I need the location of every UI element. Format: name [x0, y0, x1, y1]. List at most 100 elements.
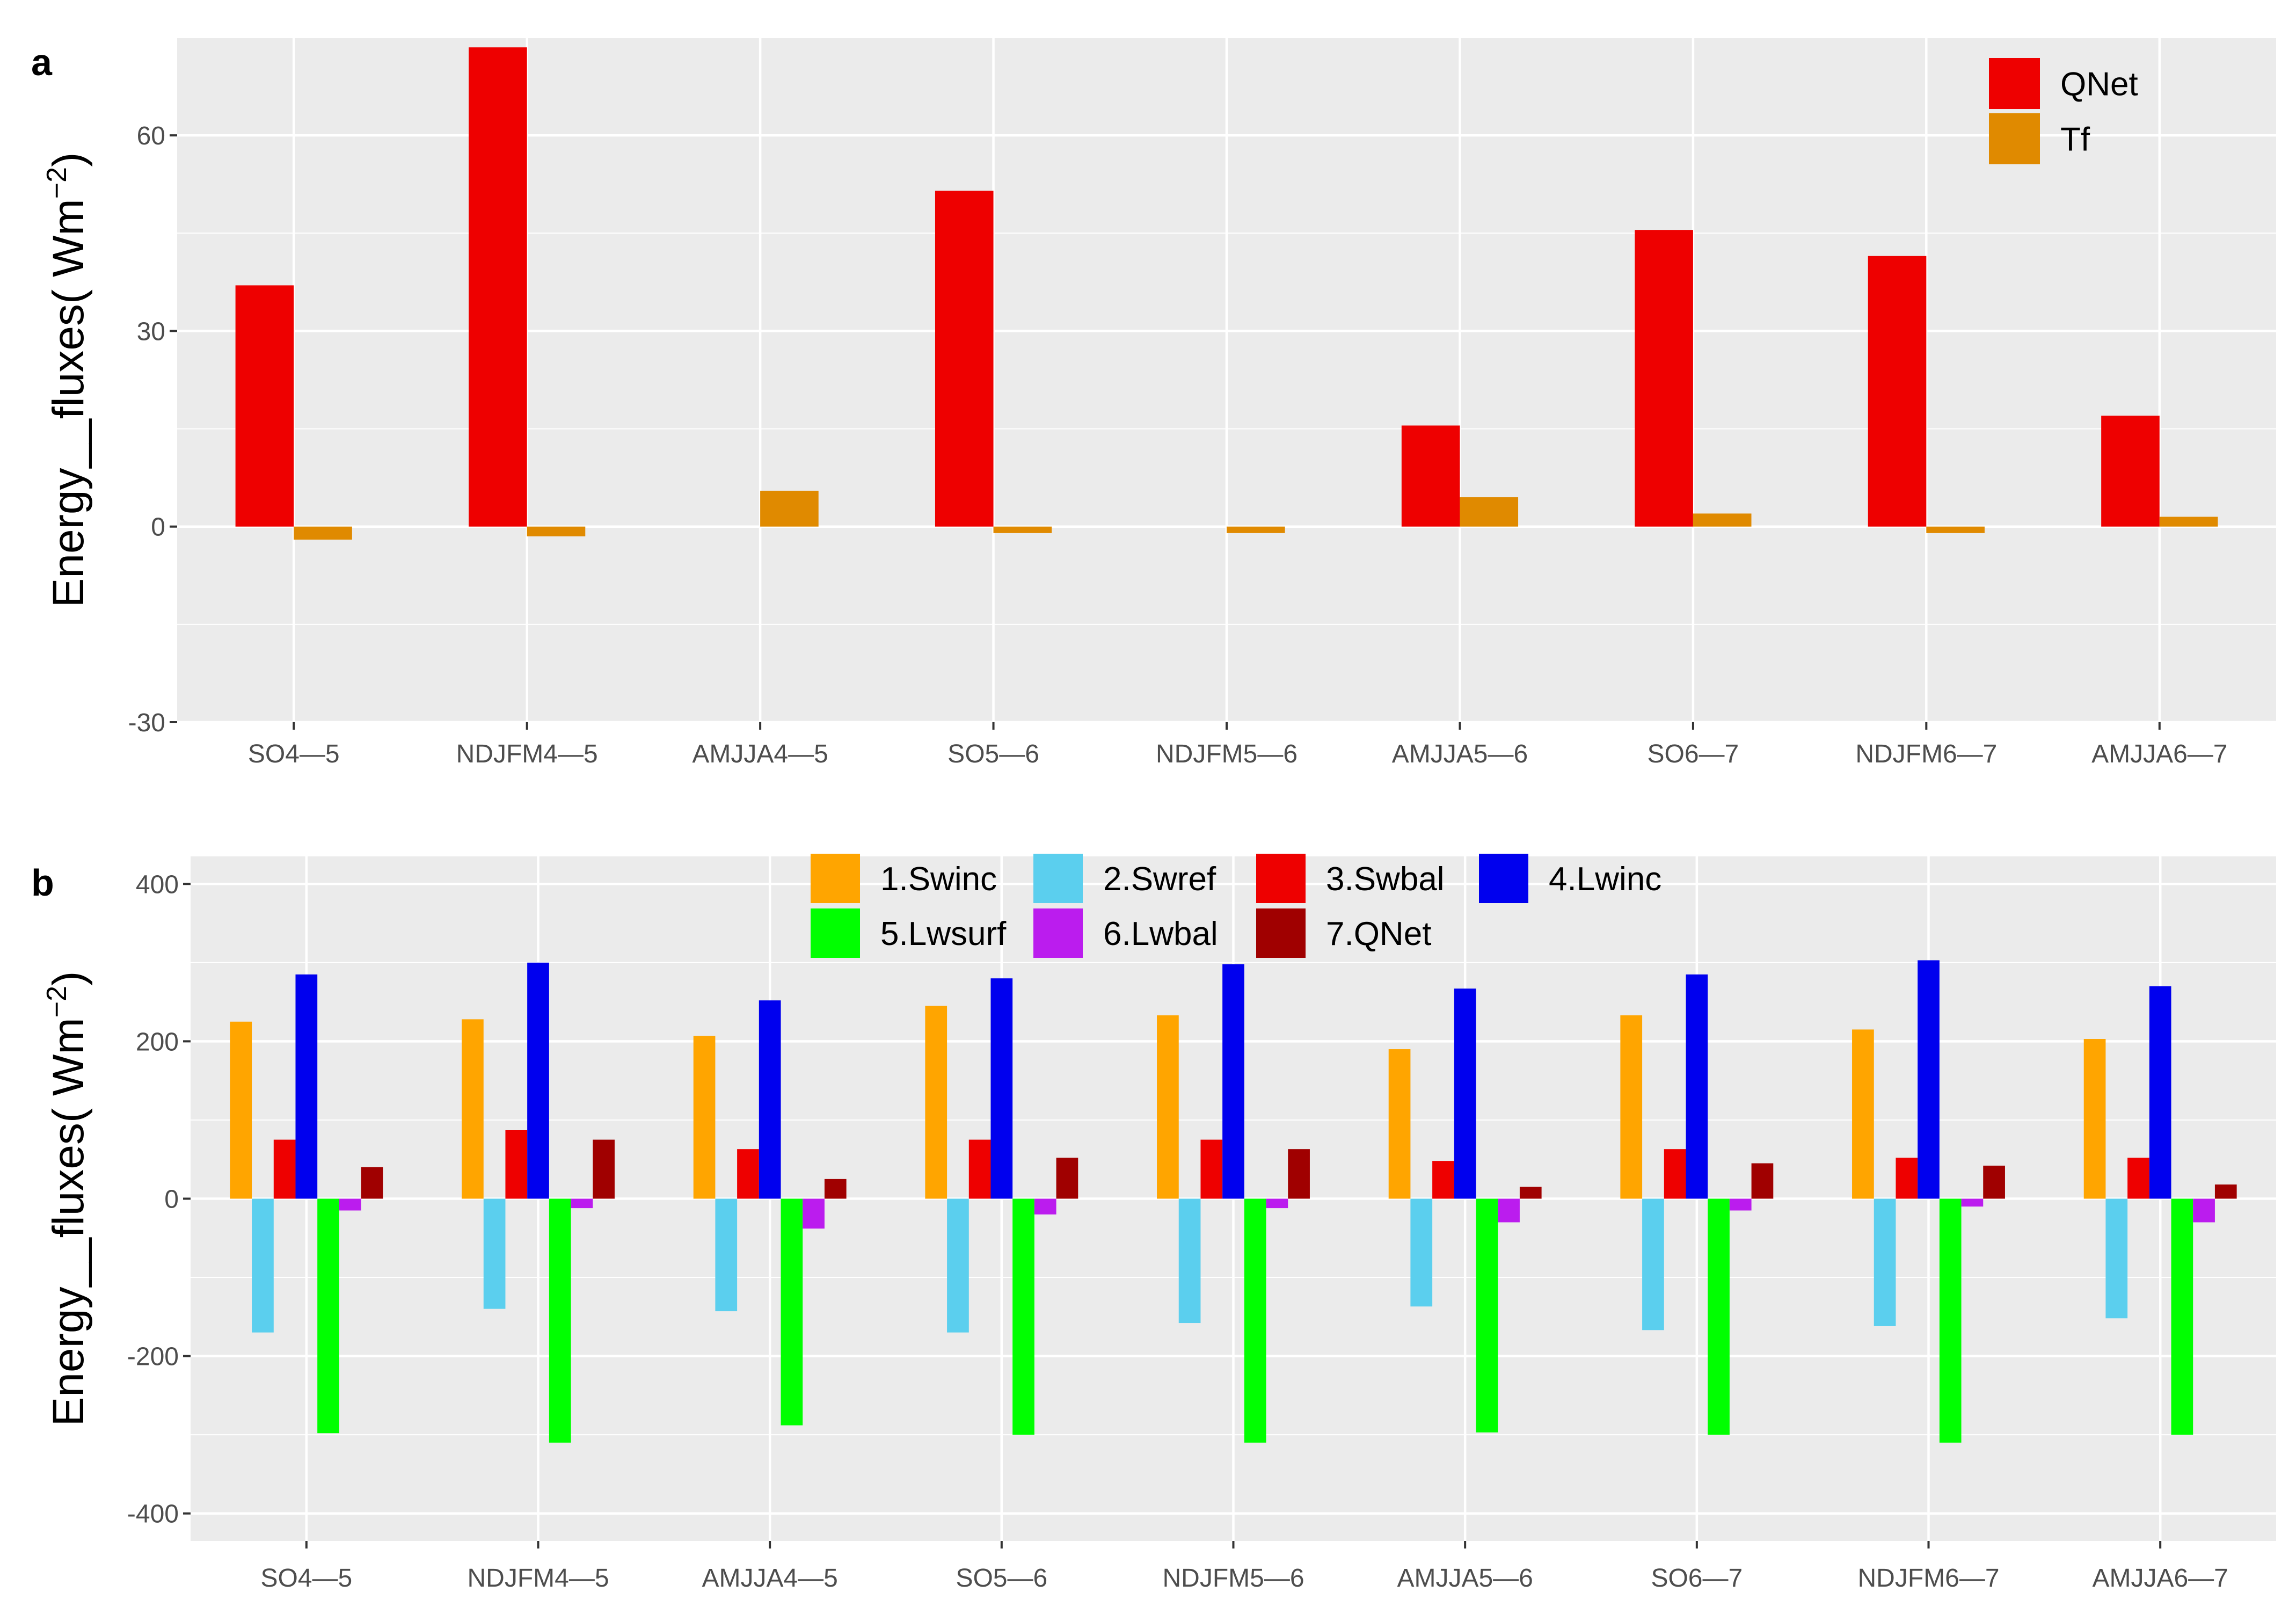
x-tick-label: NDJFM4—5	[456, 740, 598, 768]
bar-3-swbal	[968, 1139, 991, 1199]
bar-1-swinc	[1157, 1015, 1179, 1199]
bar-qnet	[1635, 230, 1693, 527]
legend-swatch	[811, 854, 860, 903]
bar-7-qnet	[824, 1179, 847, 1199]
y-axis-title-exponent: −2	[41, 986, 72, 1017]
x-tick-label: SO4—5	[260, 1564, 352, 1593]
bar-tf	[2159, 517, 2218, 527]
bar-2-swref	[2105, 1198, 2128, 1319]
y-axis-title-main: Energy__fluxes( Wm	[44, 1017, 93, 1426]
y-axis-title-close: )	[44, 971, 93, 986]
y-tick-label: 0	[151, 513, 165, 542]
x-tick-label: NDJFM6—7	[1857, 1564, 1999, 1593]
bar-4-lwinc	[990, 978, 1013, 1199]
y-tick-label: -200	[127, 1343, 179, 1371]
y-tick-label: 0	[164, 1186, 179, 1214]
bar-2-swref	[1642, 1198, 1664, 1331]
x-tick-label: NDJFM5—6	[1156, 740, 1298, 768]
bar-tf	[1693, 513, 1752, 527]
y-tick-label: 200	[136, 1028, 179, 1056]
bar-7-qnet	[1751, 1163, 1774, 1199]
bar-5-lwsurf	[2171, 1198, 2193, 1435]
bar-2-swref	[252, 1198, 274, 1333]
bar-tf	[993, 526, 1052, 533]
bar-4-lwinc	[295, 974, 318, 1199]
bar-4-lwinc	[1222, 964, 1244, 1199]
bar-6-lwbal	[571, 1198, 593, 1209]
bar-5-lwsurf	[1708, 1198, 1730, 1435]
x-tick-label: AMJJA5—6	[1392, 740, 1528, 768]
bar-7-qnet	[361, 1167, 383, 1199]
bar-3-swbal	[1432, 1161, 1454, 1199]
y-axis-title: Energy__fluxes( Wm−2)	[41, 971, 93, 1427]
bar-6-lwbal	[1961, 1198, 1984, 1207]
x-tick-label: NDJFM6—7	[1855, 740, 1997, 768]
legend-swatch	[811, 908, 860, 958]
legend-label: Tf	[2060, 121, 2090, 158]
legend-swatch	[1256, 908, 1306, 958]
bar-qnet	[935, 191, 994, 527]
bar-1-swinc	[462, 1019, 484, 1199]
bar-6-lwbal	[1266, 1198, 1288, 1209]
bar-tf	[294, 526, 352, 540]
bar-qnet	[2101, 416, 2160, 527]
legend-label: 5.Lwsurf	[880, 915, 1007, 953]
x-tick-label: AMJJA6—7	[2091, 740, 2227, 768]
bar-tf	[527, 526, 586, 536]
bar-qnet	[1868, 256, 1927, 527]
bar-7-qnet	[1056, 1158, 1078, 1199]
bar-3-swbal	[737, 1149, 759, 1199]
bar-2-swref	[715, 1198, 738, 1312]
bar-7-qnet	[1519, 1187, 1542, 1199]
x-tick-label: AMJJA6—7	[2092, 1564, 2228, 1593]
x-tick-label: SO6—7	[1648, 740, 1739, 768]
bar-3-swbal	[1896, 1158, 1918, 1199]
legend-label: QNet	[2060, 66, 2138, 103]
bar-4-lwinc	[527, 962, 549, 1199]
bar-7-qnet	[1288, 1149, 1310, 1199]
bar-5-lwsurf	[1244, 1198, 1266, 1443]
bar-3-swbal	[1664, 1149, 1686, 1199]
legend-swatch	[1989, 113, 2040, 164]
bar-3-swbal	[1200, 1139, 1223, 1199]
x-tick-label: NDJFM4—5	[467, 1564, 609, 1593]
bar-6-lwbal	[1498, 1198, 1520, 1223]
bar-3-swbal	[273, 1139, 296, 1199]
bar-tf	[1926, 526, 1985, 533]
bar-5-lwsurf	[549, 1198, 571, 1443]
panel-label: b	[31, 862, 54, 904]
bar-4-lwinc	[1454, 988, 1476, 1199]
x-tick-label: SO6—7	[1651, 1564, 1743, 1593]
legend-label: 1.Swinc	[880, 861, 997, 898]
bar-7-qnet	[1983, 1165, 2005, 1199]
legend-label: 3.Swbal	[1326, 861, 1445, 898]
x-tick-label: SO4—5	[248, 740, 340, 768]
bar-2-swref	[483, 1198, 506, 1309]
bar-6-lwbal	[2193, 1198, 2215, 1223]
bar-6-lwbal	[803, 1198, 825, 1229]
bar-1-swinc	[2083, 1039, 2106, 1199]
bar-3-swbal	[505, 1130, 528, 1199]
bar-1-swinc	[1388, 1049, 1411, 1199]
x-tick-label: NDJFM5—6	[1162, 1564, 1304, 1593]
y-tick-label: 400	[136, 870, 179, 899]
bar-7-qnet	[2214, 1184, 2237, 1199]
bar-2-swref	[1178, 1198, 1201, 1324]
y-axis-title-close: )	[44, 152, 93, 167]
bar-1-swinc	[1852, 1029, 1874, 1199]
x-tick-label: AMJJA5—6	[1397, 1564, 1533, 1593]
bar-qnet	[235, 285, 294, 527]
y-tick-label: -400	[127, 1500, 179, 1529]
bar-1-swinc	[925, 1006, 947, 1199]
y-tick-label: -30	[128, 709, 165, 737]
y-tick-label: 30	[137, 317, 165, 346]
bar-1-swinc	[693, 1036, 716, 1199]
bar-tf	[1460, 497, 1519, 527]
legend-label: 4.Lwinc	[1549, 861, 1661, 898]
x-tick-label: AMJJA4—5	[692, 740, 828, 768]
bar-4-lwinc	[759, 1000, 781, 1199]
bar-qnet	[469, 47, 527, 527]
x-tick-label: SO5—6	[947, 740, 1039, 768]
